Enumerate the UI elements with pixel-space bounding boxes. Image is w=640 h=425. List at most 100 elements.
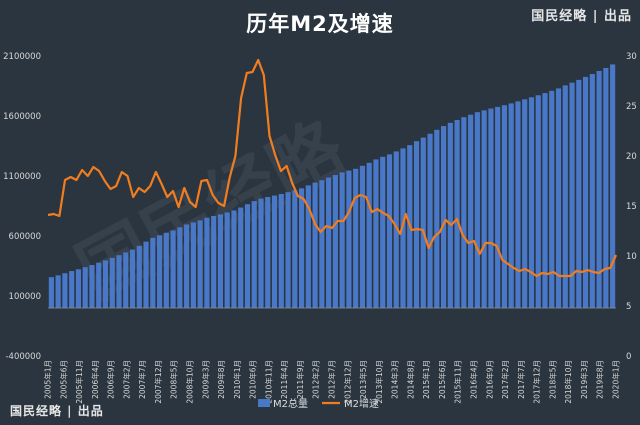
y-right-tick-label: 20 [626,152,637,162]
bar-m2-total [474,112,480,308]
x-tick-label: 2013年10月 [374,360,384,404]
bar-m2-total [583,76,589,308]
bar-m2-total [231,210,237,308]
bar-m2-total [163,232,169,308]
brand-label-bottom: 国民经略 | 出品 [10,404,104,418]
y-right-tick-label: 15 [626,202,637,212]
bar-m2-total [373,159,379,308]
x-tick-label: 2008年5月 [169,360,179,399]
bar-m2-total [251,201,257,308]
bar-m2-total [129,249,136,308]
x-tick-label: 2015年11月 [453,360,463,404]
bar-m2-total [508,103,514,309]
bar-m2-total [400,148,406,308]
bar-m2-total [224,212,230,308]
x-tick-label: 2019年3月 [579,360,589,399]
bar-m2-total [461,117,467,308]
bar-m2-total [528,97,535,308]
bar-m2-total [278,194,284,308]
bar-m2-total [305,185,311,308]
bar-m2-total [420,137,426,308]
bar-m2-total [62,273,68,308]
bar-m2-total [89,265,95,308]
y-left-tick-label: 100000 [9,292,41,302]
bar-m2-total [359,165,365,308]
bar-m2-total [339,172,345,308]
bar-m2-total [434,129,440,308]
x-tick-label: 2009年3月 [200,360,210,399]
x-tick-label: 2011年9月 [295,360,305,399]
bar-m2-total [319,180,325,308]
bar-m2-total [190,222,196,308]
line-series-m2-growth [47,58,618,278]
bar-m2-total [69,271,75,308]
bar-m2-total [549,90,555,308]
bar-m2-total [481,110,487,308]
x-tick-label: 2018年5月 [547,360,557,399]
y-right-tick-label: 10 [626,252,637,262]
bar-m2-total [380,156,386,308]
bar-m2-total [244,204,251,308]
bar-m2-total [143,241,149,308]
x-tick-label: 2011年4月 [279,360,289,399]
bar-m2-total [353,168,359,308]
bar-m2-total [184,224,190,308]
bar-m2-total [610,64,616,309]
y-left-tick-label: 2100000 [3,52,41,62]
x-tick-label: 2017年12月 [532,360,542,404]
bar-m2-total [332,175,338,308]
legend-label-m2-total: M2总量 [273,397,308,410]
bar-m2-total [55,275,61,308]
bar-m2-total [535,95,541,309]
legend: M2总量 M2增速 [258,397,379,410]
bar-m2-total [468,114,474,309]
y-left-tick-label: 600000 [9,232,41,242]
x-tick-label: 2012年12月 [342,360,352,404]
bar-m2-total [109,257,115,308]
legend-swatch-m2-total [258,399,270,407]
brand-label-top: 国民经略 | 出品 [531,9,632,24]
x-tick-label: 2014年8月 [405,360,415,399]
bar-m2-total [596,71,602,308]
x-tick-label: 2016年9月 [484,360,494,399]
bar-m2-total [82,267,88,308]
bar-m2-total [515,101,521,308]
bar-m2-total [495,106,501,308]
bar-m2-total [555,88,562,309]
bar-m2-total [603,68,609,308]
bar-m2-total [501,105,507,308]
x-tick-label: 2019年8月 [595,360,605,399]
x-tick-label: 2015年1月 [421,360,431,399]
x-axis: 2005年1月 2005年6月 2005年11月 2006年4月 2006年9月 2007… [43,307,621,404]
x-tick-label: 2009年8月 [216,360,226,399]
bar-m2-total [542,93,548,308]
legend-label-m2-growth: M2增速 [344,397,379,410]
x-tick-label: 2017年2月 [500,360,510,399]
bar-m2-total [441,126,447,308]
bar-m2-total [197,220,203,308]
bar-m2-total [150,237,156,308]
y-right-tick-label: 0 [626,352,631,362]
bar-m2-total [204,217,210,308]
bar-m2-total [48,277,54,308]
x-tick-label: 2013年5月 [358,360,368,399]
bar-m2-total [522,99,528,308]
x-tick-label: 2018年10月 [563,360,573,404]
bar-m2-total [217,214,223,308]
y-axis-right: 0 5 10 15 20 25 30 [626,52,637,362]
chart-title: 历年M2及增速 [246,12,394,36]
x-tick-label: 2006年4月 [90,360,100,399]
bar-m2-total [136,245,142,308]
y-left-tick-label: -400000 [5,352,41,362]
x-tick-label: 2005年6月 [58,360,68,399]
x-tick-label: 2017年7月 [516,360,526,399]
bar-m2-total [589,74,595,308]
bar-m2-total [102,260,109,308]
bar-series-m2-total [48,64,616,309]
bar-m2-total [576,79,582,308]
bar-m2-total [123,252,129,308]
x-tick-label: 2020年1月 [611,360,621,399]
x-tick-label: 2006年9月 [106,360,116,399]
x-tick-label: 2012年2月 [311,360,321,399]
y-left-tick-label: 1600000 [3,112,41,122]
